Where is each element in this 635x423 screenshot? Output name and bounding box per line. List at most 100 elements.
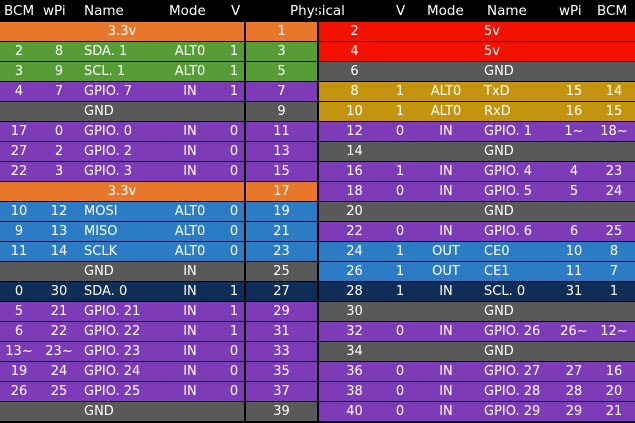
row-left-band [0, 362, 244, 381]
right-wpi: 27 [565, 364, 583, 379]
left-wpi: 24 [50, 364, 68, 379]
right-name: GPIO. 4 [484, 164, 532, 179]
row-left-band [0, 142, 244, 161]
physical-pin-even: 4 [350, 44, 359, 59]
right-wpi: 5 [569, 184, 579, 199]
right-v: 0 [395, 324, 405, 339]
right-bcm: 21 [605, 404, 623, 419]
left-wpi: 13 [50, 224, 68, 239]
physical-pin-odd: 25 [273, 264, 290, 279]
right-bcm: 15 [605, 104, 623, 119]
left-bcm: 2 [14, 44, 24, 59]
right-bcm: 8 [609, 244, 619, 259]
right-name: GND [484, 304, 514, 319]
row-physical-right-band [319, 162, 390, 181]
row-right-band [390, 122, 635, 141]
row-right-band [390, 382, 635, 401]
left-name: GND [84, 264, 114, 279]
left-name: GPIO. 0 [84, 124, 132, 139]
row-physical-left-band [246, 62, 317, 81]
left-mode: ALT0 [174, 44, 206, 59]
physical-pin-even: 6 [350, 64, 359, 79]
row-physical-left-band [246, 102, 317, 121]
left-name: MISO [84, 224, 118, 239]
right-name: GPIO. 28 [484, 384, 541, 399]
physical-pin-odd: 21 [273, 224, 290, 239]
header-name-right: Name [487, 3, 527, 19]
left-bcm: 9 [14, 224, 24, 239]
physical-pin-odd: 1 [277, 24, 286, 39]
left-wpi: 9 [54, 64, 64, 79]
right-v: 1 [395, 284, 405, 299]
row-physical-right-band [319, 322, 390, 341]
row-physical-right-band [319, 102, 390, 121]
row-physical-left-band [246, 222, 317, 241]
physical-pin-odd: 3 [277, 44, 286, 59]
row-physical-right-band [319, 362, 390, 381]
left-bcm: 4 [14, 84, 24, 99]
physical-pin-even: 36 [346, 364, 363, 379]
physical-pin-odd: 27 [273, 284, 290, 299]
row-physical-left-band [246, 122, 317, 141]
row-physical-left-band [246, 322, 317, 341]
left-bcm: 5 [14, 304, 24, 319]
header-mode-right: Mode [427, 3, 464, 19]
right-wpi: 11 [565, 264, 583, 279]
physical-pin-odd: 37 [273, 384, 290, 399]
left-v: 0 [229, 204, 239, 219]
right-v: 1 [395, 264, 405, 279]
right-name: 5v [484, 44, 500, 59]
physical-pin-even: 14 [346, 144, 363, 159]
left-wpi: 23~ [45, 344, 73, 359]
physical-pin-odd: 17 [273, 184, 290, 199]
left-mode: IN [183, 164, 197, 179]
left-name: GPIO. 22 [84, 324, 141, 339]
left-v: 0 [229, 144, 239, 159]
left-name: GND [84, 404, 114, 419]
right-wpi: 16 [565, 104, 583, 119]
left-name: GPIO. 21 [84, 304, 141, 319]
left-wpi: 22 [50, 324, 68, 339]
row-right-band [390, 162, 635, 181]
physical-pin-odd: 33 [273, 344, 290, 359]
right-v: 1 [395, 164, 405, 179]
left-mode: IN [183, 284, 197, 299]
physical-pin-odd: 35 [273, 364, 290, 379]
left-name: GND [84, 104, 114, 119]
left-v: 0 [229, 384, 239, 399]
right-bcm: 23 [605, 164, 623, 179]
row-physical-right-band [319, 182, 390, 201]
right-name: GPIO. 27 [484, 364, 541, 379]
right-wpi: 28 [565, 384, 583, 399]
row-left-band [0, 262, 244, 281]
left-bcm: 26 [10, 384, 28, 399]
row-right-band [390, 262, 635, 281]
right-v: 1 [395, 244, 405, 259]
physical-pin-even: 10 [346, 104, 363, 119]
row-left-band [0, 42, 244, 61]
row-physical-left-band [246, 362, 317, 381]
left-mode: IN [183, 324, 197, 339]
right-mode: IN [439, 324, 453, 339]
left-v: 1 [229, 84, 239, 99]
left-name: GPIO. 23 [84, 344, 141, 359]
physical-pin-even: 38 [346, 384, 363, 399]
left-mode: ALT0 [174, 64, 206, 79]
left-wpi: 30 [50, 284, 68, 299]
physical-pin-odd: 11 [273, 124, 290, 139]
left-v: 0 [229, 364, 239, 379]
left-mode: IN [183, 84, 197, 99]
left-bcm: 10 [10, 204, 28, 219]
right-column-divider [317, 0, 319, 423]
header-wpi-right: wPi [559, 3, 582, 19]
right-v: 0 [395, 224, 405, 239]
right-bcm: 16 [605, 364, 623, 379]
row-right-band [390, 402, 635, 421]
right-bcm: 25 [605, 224, 623, 239]
right-v: 0 [395, 364, 405, 379]
left-bcm: 27 [10, 144, 28, 159]
right-mode: IN [439, 164, 453, 179]
right-wpi: 1~ [564, 124, 584, 139]
row-physical-right-band [319, 62, 390, 81]
left-mode: ALT0 [174, 244, 206, 259]
